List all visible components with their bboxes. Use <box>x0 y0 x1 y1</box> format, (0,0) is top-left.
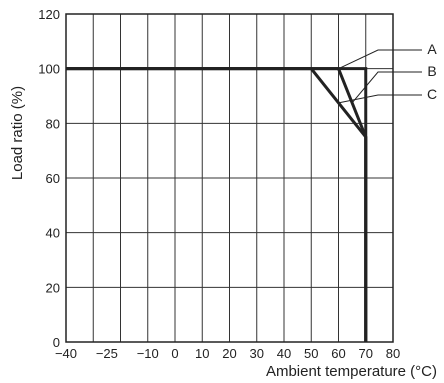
x-tick-label: 20 <box>222 346 236 361</box>
y-tick-label: 40 <box>46 226 60 241</box>
x-tick-label: 80 <box>386 346 400 361</box>
y-tick-label: 120 <box>38 7 60 22</box>
y-axis-title: Load ratio (%) <box>9 86 26 180</box>
y-tick-label: 60 <box>46 171 60 186</box>
x-tick-label: 70 <box>359 346 373 361</box>
y-tick-label: 20 <box>46 280 60 295</box>
x-tick-label: 50 <box>304 346 318 361</box>
callout-leader-c <box>338 94 422 104</box>
grid-lines <box>65 13 394 343</box>
callout-leader-b <box>351 71 422 104</box>
x-tick-labels: −40 −25 −10 0 10 20 30 40 50 60 70 80 <box>55 346 400 361</box>
callout-group: ABC <box>338 41 437 104</box>
callout-label-a: A <box>427 41 437 57</box>
x-tick-label: −25 <box>96 346 118 361</box>
series-line-a <box>66 67 368 342</box>
callout-label-b: B <box>427 63 436 79</box>
callout-leader-a <box>338 49 422 70</box>
x-tick-label: 40 <box>277 346 291 361</box>
y-tick-label: 0 <box>53 335 60 350</box>
series-line-c <box>66 67 368 342</box>
x-axis-title: Ambient temperature (°C) <box>266 363 437 380</box>
series-line-b <box>66 67 368 342</box>
x-tick-label: −40 <box>55 346 77 361</box>
series-group <box>66 67 368 342</box>
callout-label-c: C <box>427 86 437 102</box>
plot-frame <box>65 13 394 343</box>
y-tick-label: 100 <box>38 62 60 77</box>
y-tick-label: 80 <box>46 116 60 131</box>
x-tick-label: −10 <box>137 346 159 361</box>
x-tick-label: 0 <box>171 346 178 361</box>
x-tick-label: 60 <box>331 346 345 361</box>
x-tick-label: 30 <box>250 346 264 361</box>
y-tick-labels: 0 20 40 60 80 100 120 <box>38 7 60 350</box>
x-tick-label: 10 <box>195 346 209 361</box>
